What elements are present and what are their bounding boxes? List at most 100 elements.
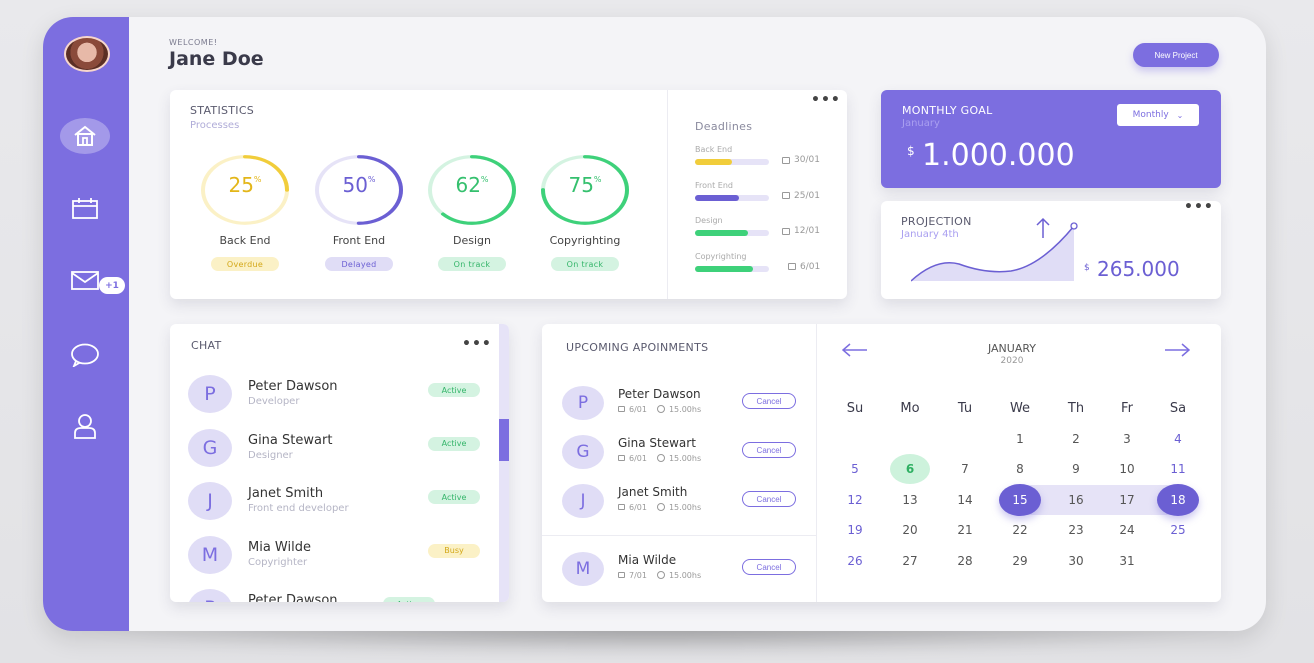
calendar-day[interactable]: 11 (1170, 462, 1186, 476)
chat-list-item[interactable]: J Janet Smith Front end developer Active (188, 482, 488, 528)
gauge: 50% Front End (311, 152, 407, 247)
chat-scrollbar-thumb[interactable] (499, 419, 509, 461)
weekday-label: Tu (957, 401, 973, 416)
calendar-day[interactable]: 20 (902, 523, 918, 537)
calendar-day[interactable]: 5 (851, 462, 859, 476)
calendar-icon (618, 504, 625, 510)
calendar-day[interactable]: 30 (1068, 554, 1084, 568)
chat-list-item[interactable]: P Peter Dawson Developer Active (188, 375, 488, 421)
calendar-day[interactable]: 9 (1072, 462, 1080, 476)
calendar-day[interactable]: 7 (961, 462, 969, 476)
calendar-day[interactable]: 28 (957, 554, 973, 568)
contact-avatar: P (188, 589, 232, 602)
contact-status-badge: Active (428, 490, 480, 504)
deadlines-more-icon[interactable]: ••• (811, 92, 841, 108)
calendar-year: 2020 (1000, 356, 1024, 366)
calendar-day[interactable]: 10 (1119, 462, 1135, 476)
calendar-day[interactable]: 26 (847, 554, 863, 568)
chat-list-item[interactable]: M Mia Wilde Copyrighter Busy (188, 535, 488, 582)
appointment-avatar: J (562, 484, 604, 518)
calendar-day[interactable]: 18 (1170, 493, 1186, 507)
gauge-value: 25% (197, 173, 293, 197)
calendar-icon (618, 572, 625, 578)
chat-more-icon[interactable]: ••• (462, 336, 492, 352)
calendar-day[interactable]: 16 (1068, 493, 1084, 507)
chevron-down-icon: ⌄ (1176, 110, 1184, 120)
sidebar-item-profile[interactable] (57, 408, 113, 448)
calendar-day[interactable]: 22 (1012, 523, 1028, 537)
new-project-button[interactable]: New Project (1133, 43, 1219, 67)
deadline-date-text: 25/01 (794, 190, 820, 201)
gauge-value: 50% (311, 173, 407, 197)
sidebar-item-calendar[interactable] (57, 190, 113, 230)
calendar-day[interactable]: 17 (1119, 493, 1135, 507)
monthly-goal-title: MONTHLY GOAL (902, 104, 993, 117)
deadline-date-text: 6/01 (800, 261, 821, 272)
calendar-day[interactable]: 21 (957, 523, 973, 537)
calendar-day[interactable]: 8 (1016, 462, 1024, 476)
weekday-label: Sa (1169, 401, 1187, 416)
sidebar-item-mail[interactable]: +1 (57, 263, 125, 303)
gauge-arc (315, 155, 403, 225)
chat-title: CHAT (191, 339, 222, 352)
calendar-day[interactable]: 2 (1072, 432, 1080, 446)
appointment-name: Peter Dawson (618, 387, 701, 401)
next-month-arrow-icon[interactable] (1164, 342, 1191, 361)
appointment-item: M Mia Wilde 7/01 15.00hs Cancel (562, 552, 802, 596)
calendar-day[interactable]: 25 (1170, 523, 1186, 537)
chat-list-item[interactable]: G Gina Stewart Designer Active (188, 428, 488, 475)
calendar-day[interactable]: 12 (847, 493, 863, 507)
calendar-day[interactable]: 3 (1123, 432, 1131, 446)
calendar-day[interactable]: 29 (1012, 554, 1028, 568)
appointment-name: Mia Wilde (618, 553, 677, 567)
gauge-value-unit: % (593, 175, 602, 184)
contact-role: Designer (248, 449, 293, 461)
cancel-appointment-button[interactable]: Cancel (742, 393, 796, 409)
appointment-date: 6/01 (629, 405, 647, 414)
contact-role: Developer (248, 396, 300, 407)
calendar-day[interactable]: 14 (957, 493, 973, 507)
deadline-date: 25/01 (782, 191, 820, 201)
cancel-appointment-button[interactable]: Cancel (742, 559, 796, 575)
appointment-item: J Janet Smith 6/01 15.00hs Cancel (562, 484, 802, 528)
monthly-goal-amount: 1.000.000 (922, 138, 1075, 173)
prev-month-arrow-icon[interactable] (841, 342, 868, 361)
projection-more-icon[interactable]: ••• (1184, 199, 1214, 215)
calendar-day[interactable]: 15 (1012, 493, 1028, 507)
cancel-appointment-button[interactable]: Cancel (742, 491, 796, 507)
statistics-title: STATISTICS (190, 104, 255, 117)
gauge-arc (428, 155, 516, 225)
deadline-date: 30/01 (782, 155, 820, 165)
calendar-day[interactable]: 31 (1119, 554, 1135, 568)
calendar-icon (618, 406, 625, 412)
calendar-icon (72, 197, 98, 223)
status-badge: On track (551, 257, 619, 271)
calendar-day[interactable]: 6 (905, 462, 915, 476)
period-select[interactable]: Monthly ⌄ (1117, 104, 1199, 126)
sidebar-item-home[interactable] (57, 116, 113, 156)
deadline-progress-fill (695, 230, 749, 236)
calendar-day[interactable]: 19 (847, 523, 863, 537)
deadline-date: 6/01 (788, 262, 820, 272)
calendar-day[interactable]: 1 (1016, 432, 1024, 446)
chat-scrollbar-track[interactable] (499, 324, 509, 602)
calendar-day[interactable]: 13 (902, 493, 918, 507)
cancel-appointment-button[interactable]: Cancel (742, 442, 796, 458)
user-avatar[interactable] (64, 36, 110, 72)
calendar-day[interactable]: 4 (1174, 432, 1182, 446)
appointment-avatar: P (562, 386, 604, 420)
calendar-day[interactable]: 27 (902, 554, 918, 568)
calendar-day[interactable]: 24 (1119, 523, 1135, 537)
period-select-value: Monthly (1132, 110, 1169, 120)
deadlines-title: Deadlines (695, 120, 753, 133)
statistics-subtitle: Processes (190, 120, 240, 131)
gauge-value: 75% (537, 173, 633, 197)
chat-list-item[interactable]: P Peter Dawson Active (188, 589, 488, 602)
calendar-day[interactable]: 23 (1068, 523, 1084, 537)
gauge-value-number: 75 (568, 173, 594, 197)
sidebar-item-chat[interactable] (57, 337, 113, 377)
gauge-value-number: 50 (342, 173, 368, 197)
appointment-date: 7/01 (629, 571, 647, 580)
appointments-title: UPCOMING APOINMENTS (566, 341, 709, 354)
weekday-label: Su (846, 401, 864, 416)
